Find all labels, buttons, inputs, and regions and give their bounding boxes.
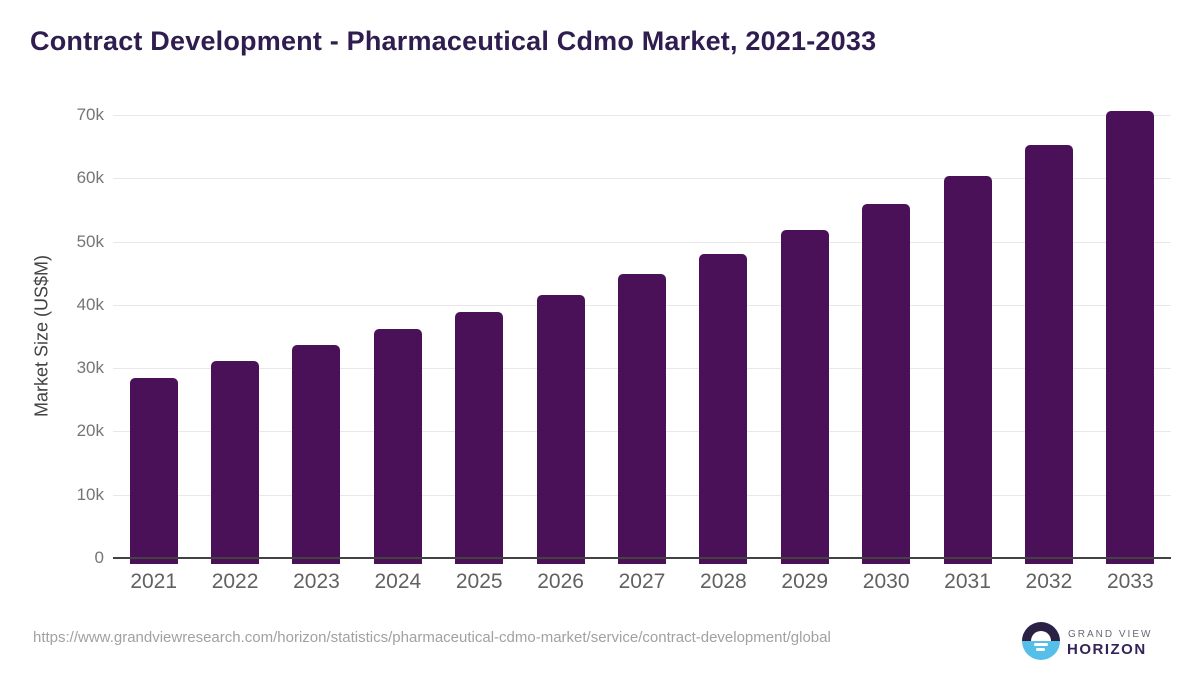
source-url-text: https://www.grandviewresearch.com/horizo… xyxy=(33,629,831,646)
x-tick-label-2028: 2028 xyxy=(700,570,747,593)
x-tick-label-2024: 2024 xyxy=(374,570,422,593)
y-tick-label-50k: 50k xyxy=(76,231,104,251)
logo-brand-top: GRAND VIEW xyxy=(1068,629,1153,640)
x-tick-label-2025: 2025 xyxy=(455,570,503,593)
gridline-70k xyxy=(113,115,1171,116)
x-tick-label-2031: 2031 xyxy=(944,570,991,593)
bar-2021[interactable] xyxy=(129,377,178,564)
bar-2024[interactable] xyxy=(373,328,422,564)
logo-icon-reflection-line xyxy=(1036,648,1045,651)
x-tick-label-2033: 2033 xyxy=(1106,570,1154,593)
chart-title: Contract Development - Pharmaceutical Cd… xyxy=(30,26,877,56)
bar-2022[interactable] xyxy=(211,360,260,564)
gridline-50k xyxy=(113,241,1171,243)
bar-2026[interactable] xyxy=(536,295,585,564)
bar-2031[interactable] xyxy=(943,176,992,564)
bar-2033[interactable] xyxy=(1106,110,1155,564)
x-tick-label-2027: 2027 xyxy=(618,570,666,593)
y-tick-label-30k: 30k xyxy=(76,358,104,378)
bar-2030[interactable] xyxy=(862,203,911,564)
bar-chart-plot-area xyxy=(113,110,1171,564)
x-tick-label-2032: 2032 xyxy=(1025,570,1073,593)
bar-2025[interactable] xyxy=(455,312,504,564)
y-tick-label-10k: 10k xyxy=(76,484,104,504)
x-tick-label-2022: 2022 xyxy=(211,570,259,593)
bar-2029[interactable] xyxy=(780,230,829,564)
y-tick-label-70k: 70k xyxy=(76,105,104,124)
x-tick-label-2021: 2021 xyxy=(130,570,178,593)
logo-brand-bottom: HORIZON xyxy=(1067,641,1147,658)
y-axis-title: Market Size (US$M) xyxy=(31,254,52,418)
logo-icon-sun xyxy=(1031,631,1051,641)
bar-2023[interactable] xyxy=(292,344,341,564)
x-axis-line xyxy=(113,557,1171,559)
y-tick-label-60k: 60k xyxy=(76,168,104,188)
x-tick-label-2029: 2029 xyxy=(781,570,829,593)
bar-2032[interactable] xyxy=(1024,145,1073,564)
y-tick-label-0: 0 xyxy=(94,548,104,567)
x-tick-label-2026: 2026 xyxy=(537,570,584,593)
y-tick-label-40k: 40k xyxy=(76,294,104,314)
logo-icon-reflection-line xyxy=(1034,643,1048,646)
x-tick-label-2023: 2023 xyxy=(293,570,340,593)
grand-view-horizon-logo: GRAND VIEW HORIZON xyxy=(1022,622,1182,662)
y-tick-label-20k: 20k xyxy=(76,421,104,441)
bar-2028[interactable] xyxy=(699,253,748,564)
bar-2027[interactable] xyxy=(618,274,666,564)
x-tick-label-2030: 2030 xyxy=(862,570,910,593)
horizon-sunset-logo-icon xyxy=(1022,622,1060,660)
gridline-60k xyxy=(113,178,1171,180)
